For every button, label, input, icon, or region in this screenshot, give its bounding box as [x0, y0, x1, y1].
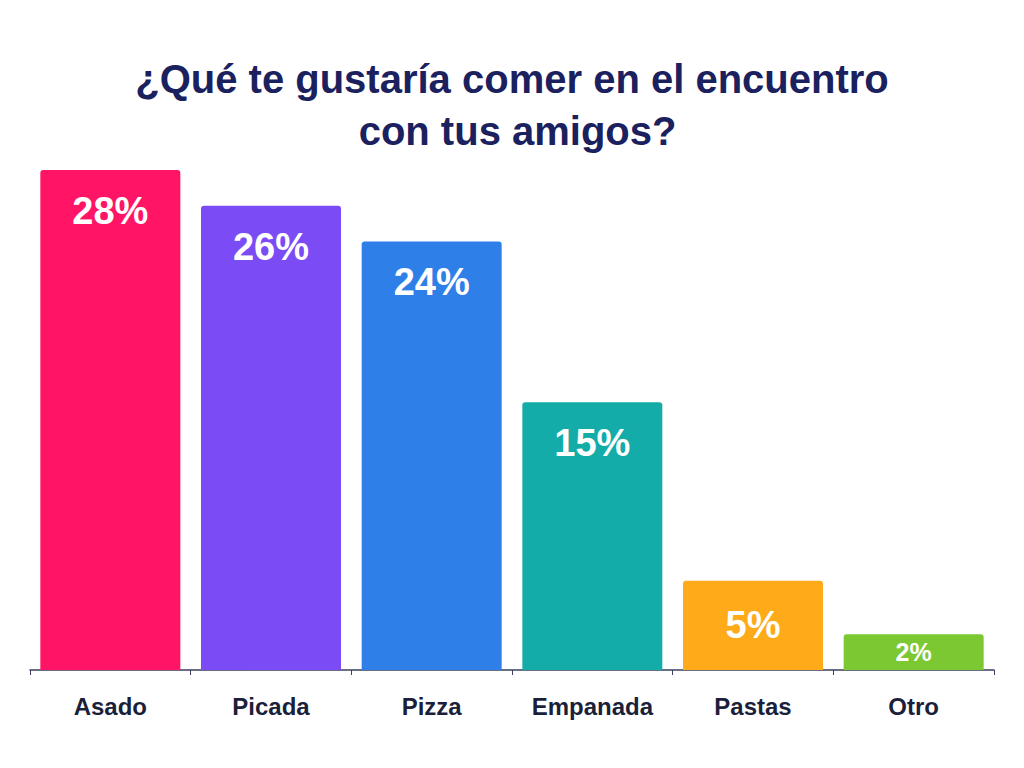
svg-text:Picada: Picada — [232, 693, 310, 720]
svg-text:15%: 15% — [554, 422, 630, 464]
svg-text:24%: 24% — [394, 261, 470, 303]
svg-text:Empanada: Empanada — [532, 693, 654, 720]
svg-text:2%: 2% — [896, 638, 932, 666]
svg-text:Otro: Otro — [888, 693, 939, 720]
svg-text:Pizza: Pizza — [402, 693, 463, 720]
svg-text:¿Qué te gustaría comer en el e: ¿Qué te gustaría comer en el encuentro — [135, 57, 889, 101]
svg-text:Pastas: Pastas — [714, 693, 791, 720]
svg-text:con tus amigos?: con tus amigos? — [348, 109, 677, 153]
svg-text:28%: 28% — [72, 190, 148, 232]
svg-text:26%: 26% — [233, 226, 309, 268]
svg-text:Asado: Asado — [74, 693, 147, 720]
svg-text:5%: 5% — [726, 604, 781, 646]
